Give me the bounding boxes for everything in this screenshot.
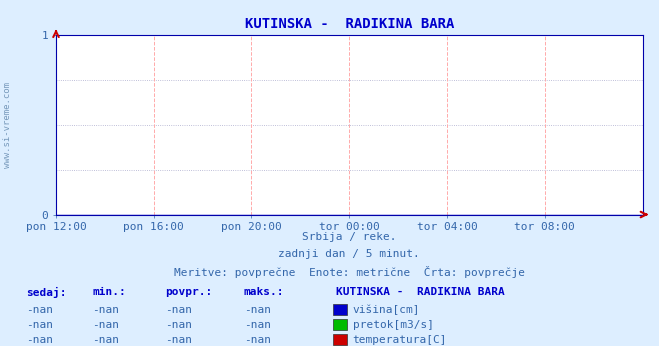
Text: povpr.:: povpr.: [165, 288, 212, 297]
Text: -nan: -nan [165, 320, 192, 329]
Text: KUTINSKA -  RADIKINA BARA: KUTINSKA - RADIKINA BARA [336, 288, 505, 297]
Text: -nan: -nan [92, 305, 119, 315]
Text: -nan: -nan [165, 335, 192, 345]
Text: -nan: -nan [92, 335, 119, 345]
Text: -nan: -nan [26, 320, 53, 329]
Text: maks.:: maks.: [244, 288, 284, 297]
Text: www.si-vreme.com: www.si-vreme.com [3, 82, 13, 167]
Text: -nan: -nan [92, 320, 119, 329]
Text: temperatura[C]: temperatura[C] [353, 335, 447, 345]
Text: Srbija / reke.: Srbija / reke. [302, 232, 397, 242]
Title: KUTINSKA -  RADIKINA BARA: KUTINSKA - RADIKINA BARA [244, 17, 454, 31]
Text: pretok[m3/s]: pretok[m3/s] [353, 320, 434, 329]
Text: -nan: -nan [244, 320, 271, 329]
Text: -nan: -nan [244, 305, 271, 315]
Text: višina[cm]: višina[cm] [353, 304, 420, 315]
Text: -nan: -nan [26, 335, 53, 345]
Text: sedaj:: sedaj: [26, 287, 67, 298]
Text: -nan: -nan [26, 305, 53, 315]
Text: Meritve: povprečne  Enote: metrične  Črta: povprečje: Meritve: povprečne Enote: metrične Črta:… [174, 266, 525, 277]
Text: zadnji dan / 5 minut.: zadnji dan / 5 minut. [278, 249, 420, 259]
Text: -nan: -nan [165, 305, 192, 315]
Text: min.:: min.: [92, 288, 126, 297]
Text: -nan: -nan [244, 335, 271, 345]
